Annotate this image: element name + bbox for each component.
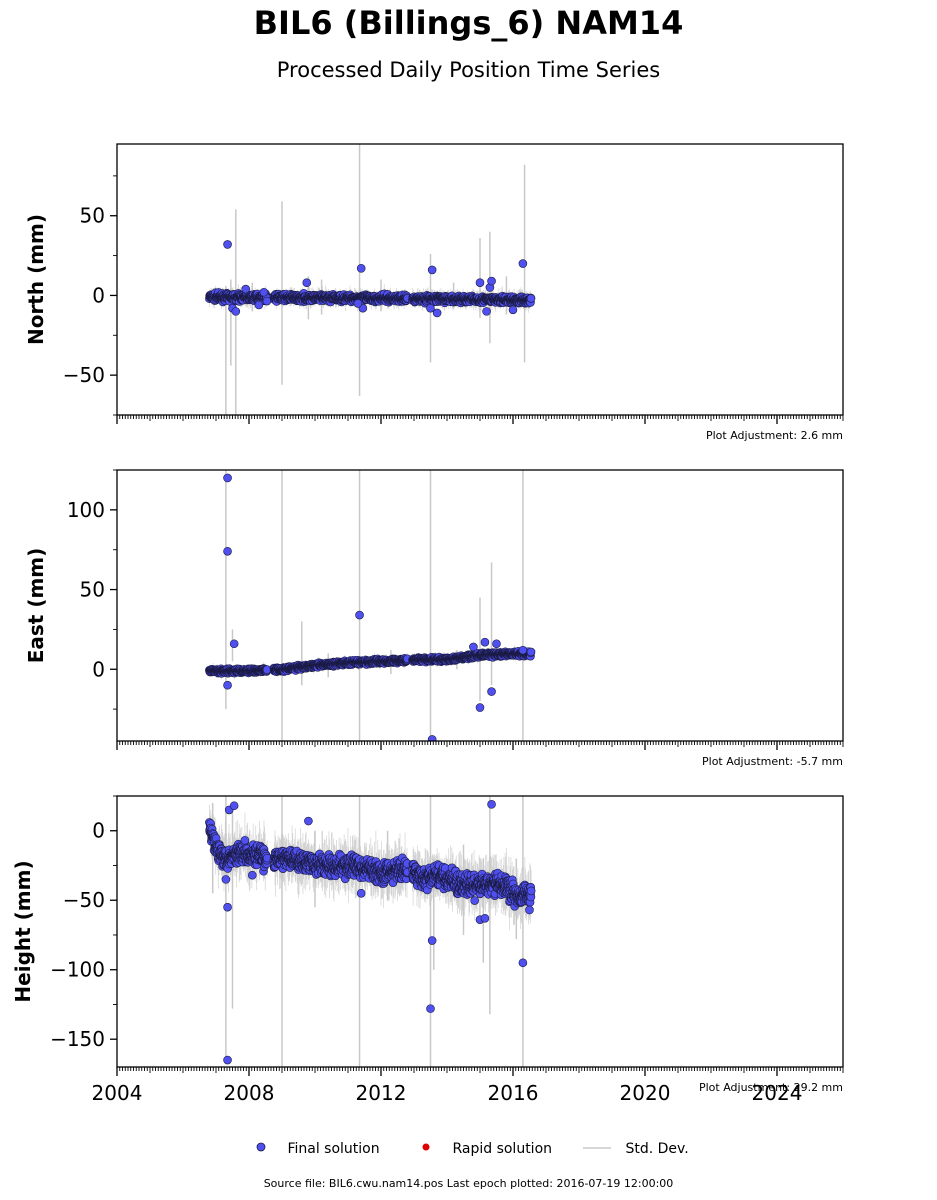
plot-adjustment-label: Plot Adjustment: 2.6 mm bbox=[706, 429, 843, 442]
chart-subtitle: Processed Daily Position Time Series bbox=[276, 58, 661, 82]
panel-0: −50 0 50 North (mm) Plot Adjustment: 2.6 mm bbox=[24, 143, 844, 442]
y-tick-label: 0 bbox=[92, 657, 105, 681]
final-solution-point bbox=[482, 307, 491, 316]
y-axis-label: East (mm) bbox=[24, 548, 48, 664]
final-solution-point bbox=[469, 642, 478, 652]
y-tick-label: 100 bbox=[67, 498, 105, 522]
final-solution-point bbox=[223, 680, 232, 690]
final-solution-point bbox=[427, 265, 437, 275]
final-solution-point bbox=[526, 647, 536, 657]
final-solution-point bbox=[259, 287, 269, 297]
final-solution-point bbox=[518, 259, 528, 268]
final-solution-point bbox=[487, 276, 496, 286]
final-solution-point bbox=[427, 735, 437, 741]
y-tick-label: 50 bbox=[80, 204, 105, 228]
final-solution-point bbox=[223, 240, 232, 249]
final-solution-point bbox=[254, 300, 264, 310]
plot-area bbox=[205, 470, 536, 741]
final-solution-point bbox=[475, 278, 485, 287]
final-solution-point bbox=[262, 296, 272, 306]
final-solution-point bbox=[353, 299, 363, 308]
final-solution-point bbox=[240, 835, 250, 845]
final-solution-point bbox=[356, 264, 366, 273]
y-axis-label: North (mm) bbox=[24, 214, 48, 345]
chart-title: BIL6 (Billings_6) NAM14 bbox=[253, 4, 684, 42]
plot-area bbox=[205, 144, 536, 415]
plot-area bbox=[205, 796, 536, 1067]
final-solution-point bbox=[480, 637, 490, 647]
plot-adjustment-label: Plot Adjustment: -5.7 mm bbox=[702, 755, 843, 768]
final-solution-point bbox=[229, 639, 239, 649]
final-solution-point bbox=[487, 687, 496, 696]
final-solution-point bbox=[492, 639, 501, 649]
final-solution-point bbox=[526, 294, 536, 303]
final-solution-point bbox=[231, 307, 241, 316]
final-solution-point bbox=[475, 703, 485, 712]
final-solution-point bbox=[302, 278, 312, 287]
final-solution-point bbox=[241, 284, 250, 294]
final-solution-point bbox=[355, 610, 364, 620]
y-tick-label: −50 bbox=[63, 363, 105, 387]
final-solution-point bbox=[518, 645, 528, 655]
final-solution-point bbox=[508, 305, 518, 315]
final-solution-point bbox=[223, 473, 232, 483]
y-tick-label: 50 bbox=[80, 578, 105, 602]
panel-1: 0 50 100 East (mm) Plot Adjustment: -5.7 mm bbox=[24, 469, 844, 768]
final-solution-point bbox=[426, 303, 435, 313]
final-solution-point bbox=[223, 546, 232, 556]
y-tick-label: 0 bbox=[92, 283, 105, 307]
final-solution-point bbox=[432, 308, 442, 318]
